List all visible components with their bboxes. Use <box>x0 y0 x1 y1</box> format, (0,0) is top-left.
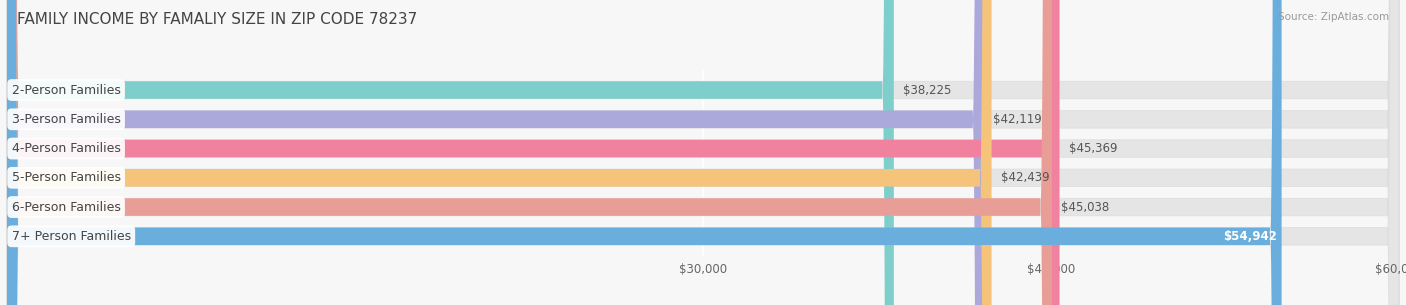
Text: $54,942: $54,942 <box>1223 230 1277 243</box>
FancyBboxPatch shape <box>7 0 894 305</box>
FancyBboxPatch shape <box>7 0 991 305</box>
FancyBboxPatch shape <box>7 0 1052 305</box>
FancyBboxPatch shape <box>7 0 1399 305</box>
Text: 5-Person Families: 5-Person Families <box>11 171 121 184</box>
Text: Source: ZipAtlas.com: Source: ZipAtlas.com <box>1278 12 1389 22</box>
Text: 4-Person Families: 4-Person Families <box>11 142 121 155</box>
FancyBboxPatch shape <box>7 0 1060 305</box>
FancyBboxPatch shape <box>7 0 1399 305</box>
Text: $42,439: $42,439 <box>1001 171 1049 184</box>
Text: 2-Person Families: 2-Person Families <box>11 84 121 97</box>
Text: $45,369: $45,369 <box>1069 142 1118 155</box>
FancyBboxPatch shape <box>7 0 1399 305</box>
FancyBboxPatch shape <box>7 0 1399 305</box>
FancyBboxPatch shape <box>7 0 1282 305</box>
FancyBboxPatch shape <box>7 0 1399 305</box>
Text: 7+ Person Families: 7+ Person Families <box>11 230 131 243</box>
Text: $42,119: $42,119 <box>994 113 1042 126</box>
FancyBboxPatch shape <box>7 0 984 305</box>
FancyBboxPatch shape <box>7 0 1399 305</box>
Text: 6-Person Families: 6-Person Families <box>11 201 121 213</box>
Text: FAMILY INCOME BY FAMALIY SIZE IN ZIP CODE 78237: FAMILY INCOME BY FAMALIY SIZE IN ZIP COD… <box>17 12 418 27</box>
Text: $38,225: $38,225 <box>903 84 952 97</box>
Text: 3-Person Families: 3-Person Families <box>11 113 121 126</box>
Text: $45,038: $45,038 <box>1062 201 1109 213</box>
